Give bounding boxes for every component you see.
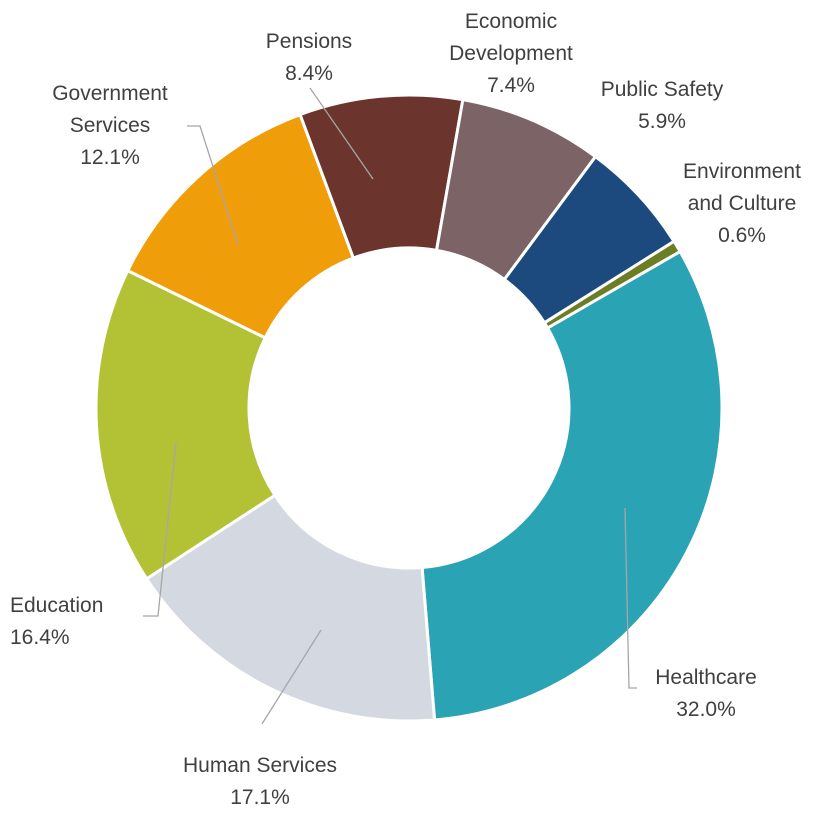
donut-slices bbox=[94, 93, 724, 723]
data-label-category: and Culture bbox=[688, 192, 797, 215]
data-label: Human Services 17.1% bbox=[183, 754, 337, 809]
data-label: Pensions 8.4% bbox=[266, 30, 352, 85]
data-label-category: Services bbox=[70, 114, 151, 137]
data-label-value: 16.4% bbox=[10, 626, 70, 649]
slice-labels: Healthcare 32.0% Human Services 17.1% Educat… bbox=[10, 10, 801, 809]
data-label-value: 0.6% bbox=[718, 224, 766, 247]
slice-healthcare bbox=[420, 250, 724, 722]
data-label-value: 8.4% bbox=[285, 62, 333, 85]
data-label-category: Government bbox=[52, 82, 168, 105]
data-label-category: Pensions bbox=[266, 30, 352, 53]
data-label: Education 16.4% bbox=[10, 594, 103, 649]
data-label: Economic Development 7.4% bbox=[449, 10, 573, 97]
data-label-value: 5.9% bbox=[638, 110, 686, 133]
data-label: Environment and Culture 0.6% bbox=[683, 160, 801, 247]
data-label-value: 17.1% bbox=[230, 786, 290, 809]
slice-education bbox=[94, 269, 277, 581]
data-label-category: Development bbox=[449, 42, 573, 65]
data-label-value: 12.1% bbox=[80, 146, 140, 169]
leader-line bbox=[187, 125, 239, 246]
data-label: Government Services 12.1% bbox=[52, 82, 168, 169]
data-label-category: Healthcare bbox=[655, 666, 757, 689]
data-label-category: Human Services bbox=[183, 754, 337, 777]
data-label-value: 32.0% bbox=[676, 698, 736, 721]
data-label-category: Economic bbox=[465, 10, 557, 33]
leader-line bbox=[624, 507, 637, 689]
data-label-category: Education bbox=[10, 594, 103, 617]
leader-line bbox=[309, 87, 374, 180]
data-label-category: Public Safety bbox=[601, 78, 724, 101]
slice-government-services bbox=[126, 113, 355, 340]
data-label: Public Safety 5.9% bbox=[601, 78, 724, 133]
leader-line bbox=[261, 629, 322, 725]
data-label: Healthcare 32.0% bbox=[655, 666, 757, 721]
slice-human-services bbox=[145, 493, 437, 723]
leader-line bbox=[143, 442, 177, 617]
leader-lines bbox=[143, 87, 637, 725]
data-label-category: Environment bbox=[683, 160, 801, 183]
data-label-value: 7.4% bbox=[487, 74, 535, 97]
slice-environment-and-culture bbox=[542, 239, 682, 330]
